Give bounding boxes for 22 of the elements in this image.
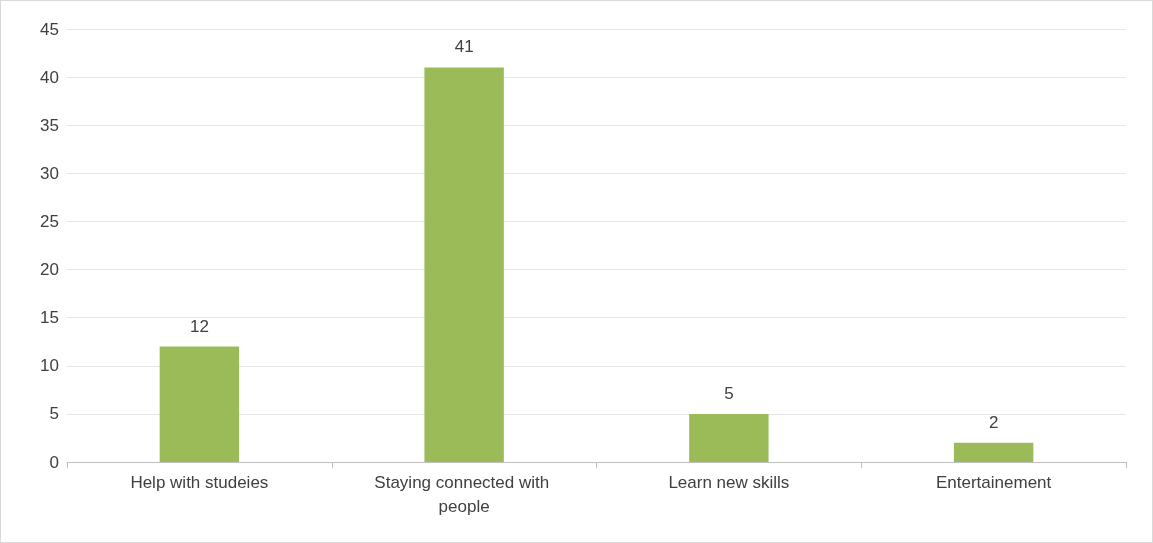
y-tick-label: 30: [40, 163, 59, 183]
x-tick-label: Help with studeies: [130, 472, 269, 492]
y-tick-label: 45: [40, 19, 59, 39]
data-label: 12: [189, 316, 209, 336]
x-tick-label: Entertainement: [935, 472, 1052, 492]
y-tick-label: 35: [40, 115, 59, 135]
y-tick-label: 0: [49, 452, 59, 472]
bar: [159, 346, 240, 462]
data-label: 41: [454, 37, 474, 57]
bar: [953, 442, 1034, 462]
y-tick-label: 10: [40, 356, 59, 376]
y-tick-label: 5: [49, 404, 59, 424]
data-label: 2: [988, 412, 999, 432]
y-tick-label: 40: [40, 67, 59, 87]
bar: [424, 67, 504, 462]
data-label: 5: [724, 383, 734, 403]
x-tick-label: Learn new skills: [668, 472, 790, 492]
x-tick-label: Staying connected with people: [374, 472, 554, 516]
y-tick-label: 15: [40, 308, 59, 328]
y-tick-label: 25: [40, 211, 59, 231]
y-tick-label: 20: [40, 260, 59, 280]
bar: [689, 413, 769, 462]
